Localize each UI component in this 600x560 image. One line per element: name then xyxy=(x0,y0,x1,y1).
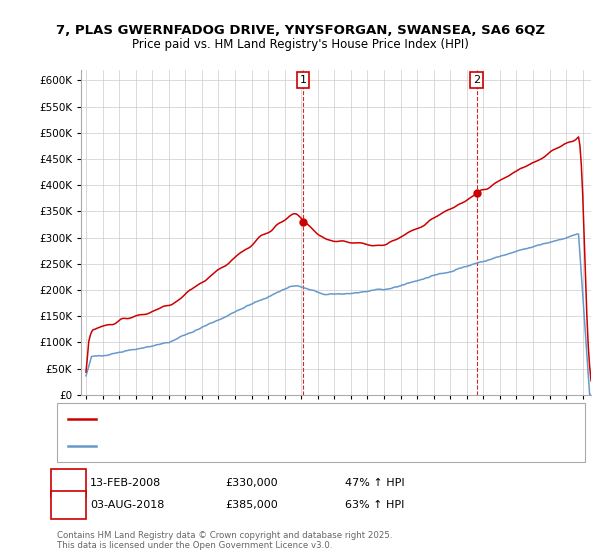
Text: 2: 2 xyxy=(473,75,480,85)
Text: £385,000: £385,000 xyxy=(225,500,278,510)
Text: 13-FEB-2008: 13-FEB-2008 xyxy=(90,478,161,488)
Text: £330,000: £330,000 xyxy=(225,478,278,488)
Text: 47% ↑ HPI: 47% ↑ HPI xyxy=(345,478,404,488)
Text: 1: 1 xyxy=(300,75,307,85)
Text: 03-AUG-2018: 03-AUG-2018 xyxy=(90,500,164,510)
Text: 1: 1 xyxy=(65,478,72,488)
Text: Price paid vs. HM Land Registry's House Price Index (HPI): Price paid vs. HM Land Registry's House … xyxy=(131,38,469,50)
Text: 7, PLAS GWERNFADOG DRIVE, YNYSFORGAN, SWANSEA, SA6 6QZ: 7, PLAS GWERNFADOG DRIVE, YNYSFORGAN, SW… xyxy=(56,24,545,36)
Text: HPI: Average price, detached house, Swansea: HPI: Average price, detached house, Swan… xyxy=(102,441,326,451)
Text: 2: 2 xyxy=(65,500,72,510)
Text: 7, PLAS GWERNFADOG DRIVE, YNYSFORGAN, SWANSEA, SA6 6QZ (detached house): 7, PLAS GWERNFADOG DRIVE, YNYSFORGAN, SW… xyxy=(102,414,512,424)
Text: 63% ↑ HPI: 63% ↑ HPI xyxy=(345,500,404,510)
Text: Contains HM Land Registry data © Crown copyright and database right 2025.
This d: Contains HM Land Registry data © Crown c… xyxy=(57,530,392,550)
